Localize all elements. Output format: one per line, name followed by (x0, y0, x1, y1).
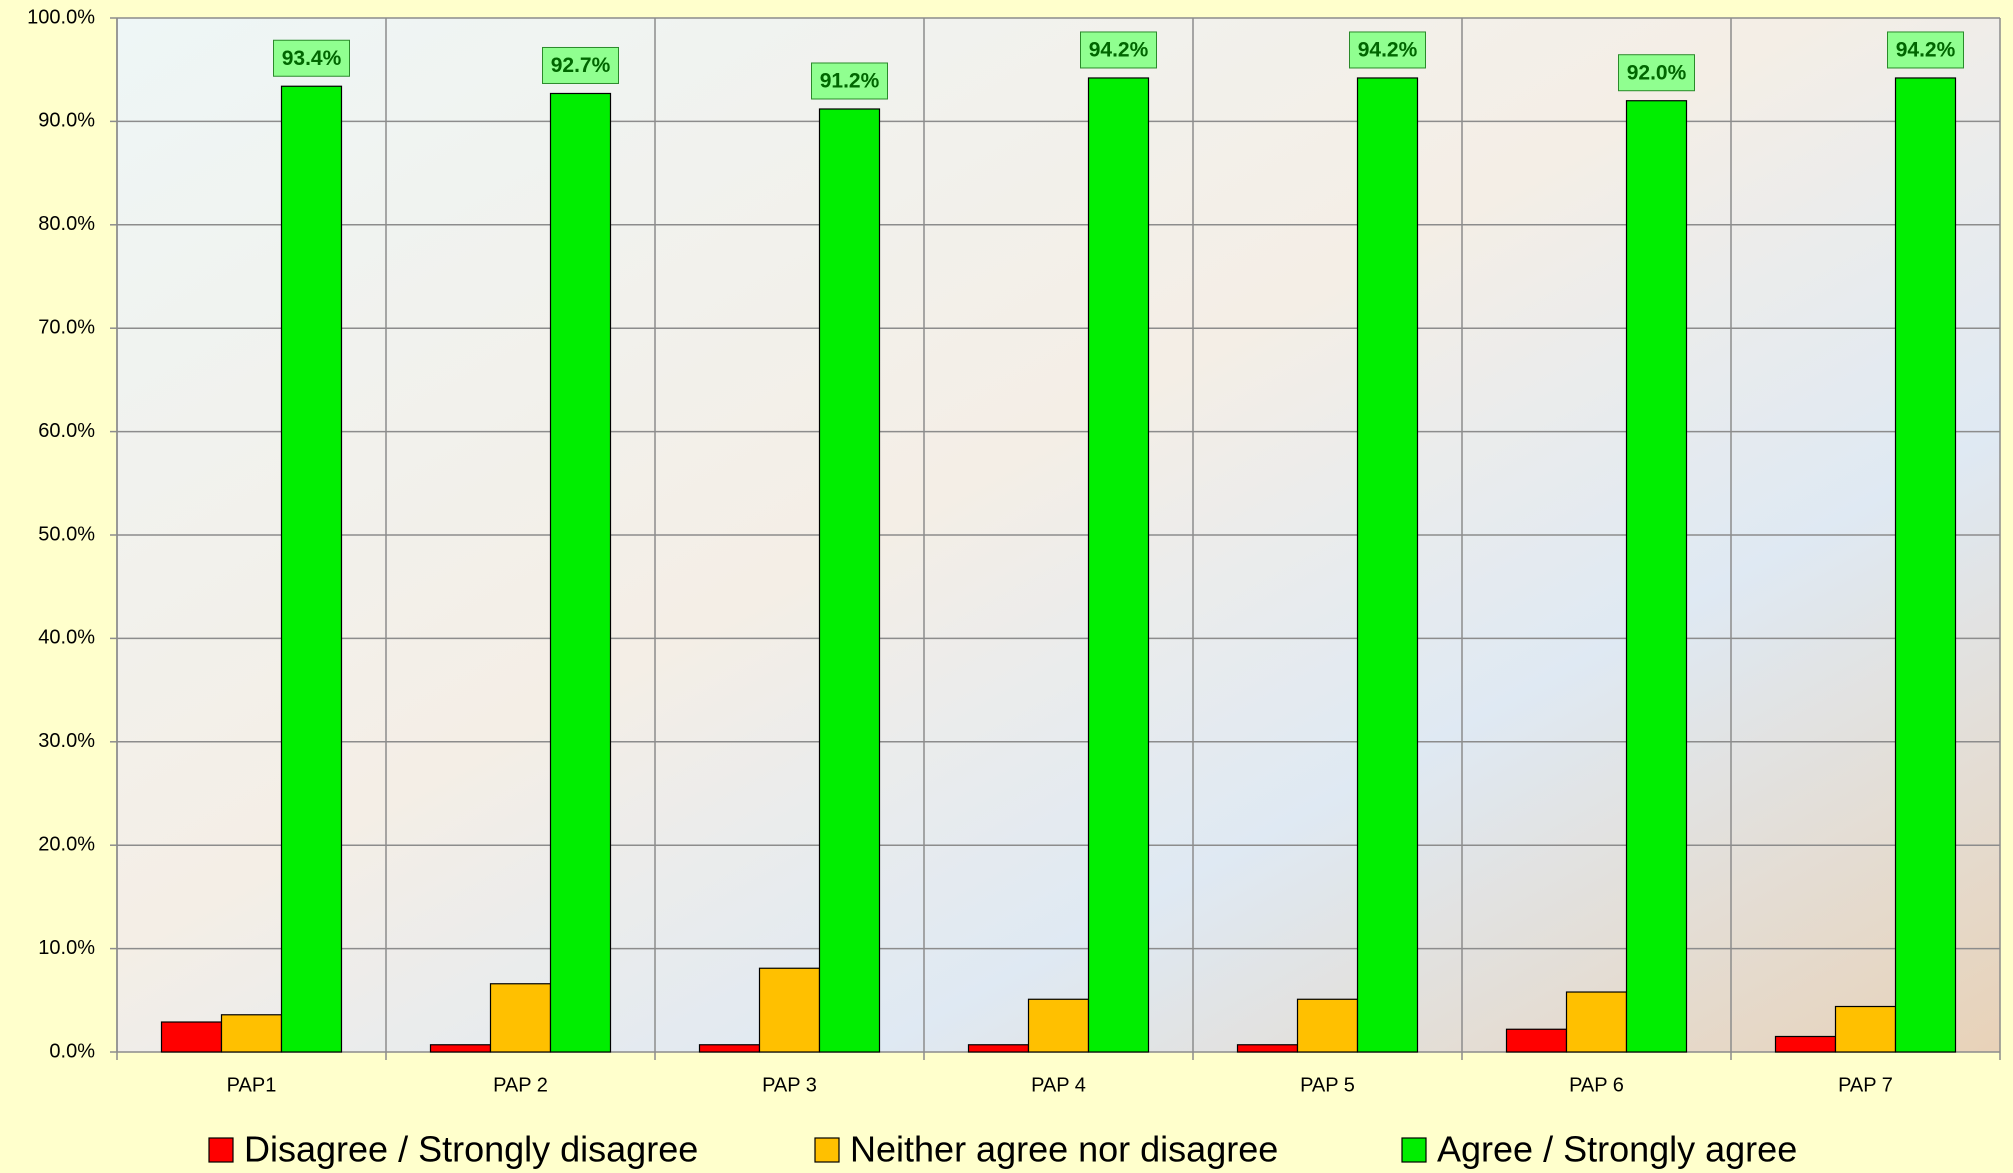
x-tick-label: PAP 6 (1569, 1074, 1624, 1096)
bar (1296, 998, 1359, 1053)
value-label: 92.7% (551, 54, 611, 77)
legend-swatch (1401, 1137, 1427, 1163)
bar (160, 1021, 223, 1053)
legend-label: Disagree / Strongly disagree (244, 1129, 698, 1170)
value-label-box (273, 39, 350, 77)
x-tick-label: PAP 7 (1838, 1074, 1893, 1096)
bar (429, 1044, 492, 1053)
y-tick-label: 90.0% (38, 110, 95, 132)
value-label: 91.2% (820, 70, 880, 93)
bar (489, 983, 552, 1053)
legend-swatch (208, 1137, 234, 1163)
value-label-box (542, 46, 619, 84)
value-label-box (1349, 31, 1426, 69)
value-label: 94.2% (1358, 39, 1418, 62)
bar (1565, 991, 1628, 1053)
y-tick-label: 80.0% (38, 213, 95, 235)
bar (1505, 1028, 1568, 1053)
y-tick-label: 70.0% (38, 316, 95, 338)
value-label-box (1080, 31, 1157, 69)
y-tick-label: 10.0% (38, 937, 95, 959)
bar (549, 92, 612, 1053)
y-tick-label: 20.0% (38, 833, 95, 855)
bar (1027, 998, 1090, 1053)
value-label-box (1618, 54, 1695, 92)
bar (698, 1044, 761, 1053)
value-label: 94.2% (1089, 39, 1149, 62)
bar (220, 1014, 283, 1053)
legend-label: Neither agree nor disagree (850, 1129, 1278, 1170)
y-tick-label: 100.0% (27, 6, 95, 28)
x-tick-label: PAP1 (227, 1074, 277, 1096)
y-tick-label: 40.0% (38, 627, 95, 649)
bar (1625, 100, 1688, 1053)
y-tick-label: 0.0% (49, 1040, 95, 1062)
value-label-box (1887, 31, 1964, 69)
bar (1834, 1005, 1897, 1053)
bar (818, 108, 881, 1053)
value-label-box (811, 62, 888, 100)
value-label: 94.2% (1896, 39, 1956, 62)
bar (1774, 1035, 1837, 1053)
value-label: 93.4% (282, 47, 342, 70)
y-tick-label: 30.0% (38, 730, 95, 752)
value-label: 92.0% (1627, 61, 1687, 84)
bar (280, 85, 343, 1053)
x-tick-label: PAP 3 (762, 1074, 817, 1096)
bar (1894, 77, 1957, 1053)
bar (967, 1044, 1030, 1053)
x-tick-label: PAP 4 (1031, 1074, 1086, 1096)
x-tick-label: PAP 5 (1300, 1074, 1355, 1096)
y-tick-label: 60.0% (38, 420, 95, 442)
bar (1236, 1044, 1299, 1053)
bar (758, 967, 821, 1053)
bar (1356, 77, 1419, 1053)
legend-swatch (814, 1137, 840, 1163)
x-tick-label: PAP 2 (493, 1074, 548, 1096)
legend-label: Agree / Strongly agree (1437, 1129, 1797, 1170)
bar (1087, 77, 1150, 1053)
y-tick-label: 50.0% (38, 523, 95, 545)
